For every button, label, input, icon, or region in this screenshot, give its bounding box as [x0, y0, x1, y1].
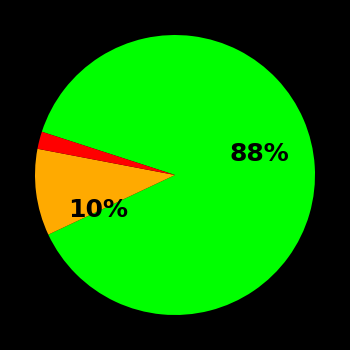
Text: 88%: 88%: [229, 142, 289, 166]
Wedge shape: [37, 132, 175, 175]
Text: 10%: 10%: [68, 198, 128, 222]
Wedge shape: [42, 35, 315, 315]
Wedge shape: [35, 149, 175, 234]
